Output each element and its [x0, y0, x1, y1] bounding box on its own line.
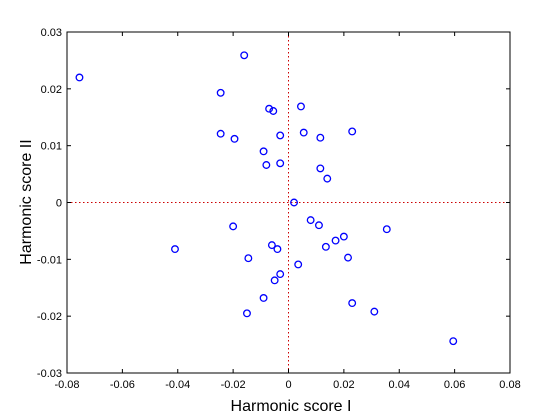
y-axis-label: Harmonic score II — [18, 139, 35, 264]
data-point — [276, 131, 285, 140]
x-tick-label: 0.02 — [333, 379, 354, 391]
axis-ticks — [66, 31, 511, 374]
reference-lines — [67, 32, 510, 373]
data-point — [269, 107, 278, 115]
data-point — [315, 221, 323, 230]
data-point — [331, 236, 340, 245]
data-point — [240, 51, 249, 60]
data-point — [370, 307, 379, 316]
data-point — [276, 270, 285, 279]
data-point — [230, 134, 239, 143]
y-tick-label: 0 — [56, 198, 62, 210]
y-tick-label: -0.01 — [37, 254, 62, 266]
data-point — [449, 337, 458, 346]
data-point — [316, 164, 325, 173]
data-point — [290, 198, 298, 207]
y-tick-label: 0.03 — [41, 27, 62, 39]
data-point — [382, 225, 391, 234]
data-points — [75, 51, 458, 346]
data-point — [316, 133, 325, 142]
data-point — [273, 245, 282, 254]
data-point — [294, 260, 303, 269]
data-point — [265, 104, 274, 113]
data-point — [244, 254, 253, 263]
tick-labels: -0.08 -0.06 -0.04 -0.02 0 0.02 0.04 0.06 0.08 -0.… — [37, 27, 521, 391]
data-point — [243, 309, 251, 318]
data-point — [259, 294, 268, 302]
data-point — [270, 276, 279, 285]
x-axis-label: Harmonic score I — [231, 398, 352, 415]
data-point — [216, 88, 225, 97]
data-point — [229, 222, 238, 231]
data-point — [344, 253, 352, 262]
data-point — [262, 161, 271, 169]
data-point — [297, 102, 305, 111]
data-point — [323, 174, 332, 183]
data-point — [306, 216, 315, 225]
data-point — [267, 241, 276, 250]
x-tick-label: -0.06 — [110, 379, 135, 391]
x-tick-label: -0.04 — [165, 379, 190, 391]
data-point — [259, 147, 268, 156]
data-point — [321, 242, 330, 251]
x-tick-label: 0.06 — [444, 379, 465, 391]
x-tick-label: 0.08 — [499, 379, 520, 391]
data-point — [75, 73, 84, 82]
data-point — [216, 129, 225, 138]
y-tick-label: -0.02 — [37, 311, 62, 323]
data-point — [171, 245, 179, 254]
x-tick-label: -0.02 — [221, 379, 246, 391]
data-point — [348, 299, 357, 308]
data-point — [348, 127, 357, 136]
y-tick-label: 0.01 — [41, 141, 62, 153]
y-tick-label: 0.02 — [41, 84, 62, 96]
x-tick-label: 0 — [285, 379, 291, 391]
x-tick-label: -0.08 — [54, 379, 79, 391]
x-tick-label: 0.04 — [389, 379, 410, 391]
data-point — [299, 128, 308, 137]
y-tick-label: -0.03 — [37, 368, 62, 380]
data-point — [339, 232, 348, 241]
data-point — [276, 159, 285, 168]
